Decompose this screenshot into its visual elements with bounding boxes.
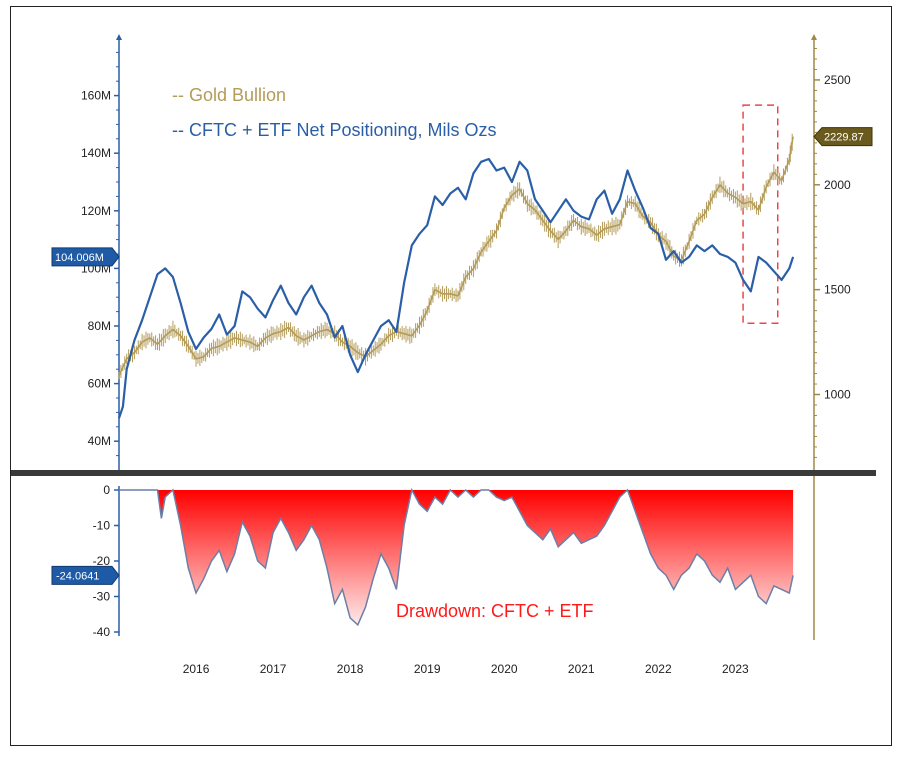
drawdown-label: Drawdown: CFTC + ETF [396,601,594,621]
gold-bullion-series [118,133,794,380]
dd-tick-label: -10 [93,519,111,533]
drawdown-line [119,487,794,627]
right-tick-label: 1500 [824,283,851,297]
left-last-value: 104.006M [55,252,104,264]
right-axis-ticks: 1000 1500 2000 2500 [814,47,851,458]
drawdown-area [119,490,794,625]
drawdown-axis-ticks: 0 -10 -20 -30 -40 [93,483,119,639]
left-axis-arrow-icon [116,34,122,40]
right-tick-label: 2500 [824,73,851,87]
x-tick-label: 2020 [491,662,518,676]
highlight-box [742,104,779,324]
dd-tick-label: -20 [93,554,111,568]
x-tick-label: 2016 [183,662,210,676]
drawdown-last-value: -24.0641 [56,570,99,582]
dd-tick-label: -30 [93,590,111,604]
drawdown-last-value-badge: -24.0641 [51,565,120,585]
right-tick-label: 2000 [824,178,851,192]
left-tick-label: 120M [81,204,111,218]
legend-gold: -- Gold Bullion [172,85,286,105]
x-tick-label: 2019 [414,662,441,676]
left-last-value-badge: 104.006M [51,247,120,267]
x-tick-label: 2021 [568,662,595,676]
x-tick-label: 2022 [645,662,672,676]
legend-positioning: -- CFTC + ETF Net Positioning, Mils Ozs [172,120,497,140]
x-axis-labels: 2016 2017 2018 2019 2020 2021 2022 2023 [183,662,749,676]
dd-tick-label: 0 [103,483,110,497]
positioning-series-line [117,157,795,419]
left-tick-label: 80M [88,319,111,333]
x-tick-label: 2023 [722,662,749,676]
chart-frame [10,6,892,746]
panel-divider [11,470,876,476]
right-last-value: 2229.87 [824,132,864,144]
gold-bullion-line [118,136,794,376]
dd-tick-label: -40 [93,625,111,639]
right-axis-arrow-icon [811,34,817,40]
left-tick-label: 140M [81,146,111,160]
left-tick-label: 40M [88,434,111,448]
right-last-value-badge: 2229.87 [813,127,873,147]
x-tick-label: 2018 [337,662,364,676]
left-tick-label: 160M [81,89,111,103]
right-tick-label: 1000 [824,388,851,402]
x-tick-label: 2017 [260,662,287,676]
left-tick-label: 60M [88,377,111,391]
